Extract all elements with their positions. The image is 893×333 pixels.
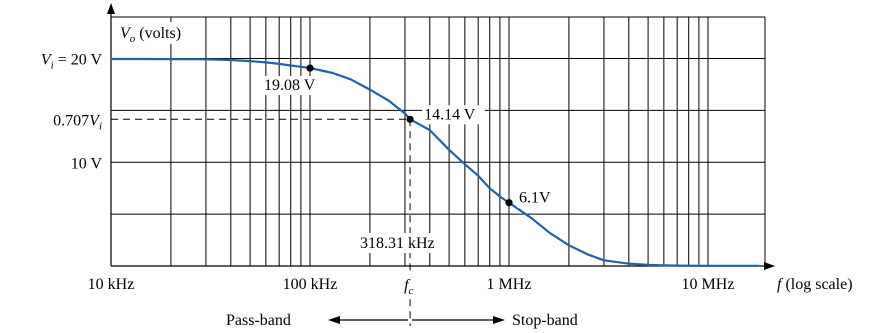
pass-band-label: Pass-band xyxy=(226,312,291,329)
data-label: 19.08 V xyxy=(264,77,316,94)
curve-layer xyxy=(109,57,760,267)
data-label: 14.14 V xyxy=(424,106,476,123)
data-label-bg xyxy=(517,188,555,208)
fc-value-label: 318.31 kHz xyxy=(360,235,435,252)
fc-label-bg xyxy=(397,274,424,296)
data-label-bg xyxy=(262,76,325,96)
x-tick-label: 10 MHz xyxy=(682,276,735,293)
data-label-bg xyxy=(422,105,485,125)
y-tick-label: Vi = 20 V xyxy=(41,52,103,72)
data-label: 6.1V xyxy=(519,190,551,207)
fc-value-bg xyxy=(356,233,448,253)
y-tick-label: 0.707Vi xyxy=(53,112,102,132)
x-tick-label: 10 kHz xyxy=(88,276,135,293)
data-point xyxy=(406,115,414,123)
x-axis-arrow xyxy=(764,262,775,270)
y-axis-title-bg xyxy=(117,22,203,44)
y-tick-label: 10 V xyxy=(71,155,103,172)
annotations: 19.08 V 14.14 V 6.1V 318.31 kHz xyxy=(111,64,555,326)
y-axis-title: Vo (volts) xyxy=(120,25,181,45)
stop-band-label: Stop-band xyxy=(512,312,578,329)
y-axis-arrow xyxy=(107,3,115,14)
fc-label: fc xyxy=(404,277,413,297)
labels: Vo (volts) Vi = 20 V 0.707Vi 10 V 10 kHz 100 … xyxy=(41,22,853,329)
x-tick-label: 100 kHz xyxy=(283,276,338,293)
pass-band-arrowhead xyxy=(328,316,340,324)
data-point xyxy=(306,64,314,72)
data-point xyxy=(505,199,513,207)
x-axis-title: f (log scale) xyxy=(777,276,853,293)
x-tick-label: 1 MHz xyxy=(487,276,532,293)
grid xyxy=(111,16,766,266)
axes xyxy=(107,3,775,270)
stop-band-arrowhead xyxy=(493,316,505,324)
response-curve xyxy=(109,57,760,267)
